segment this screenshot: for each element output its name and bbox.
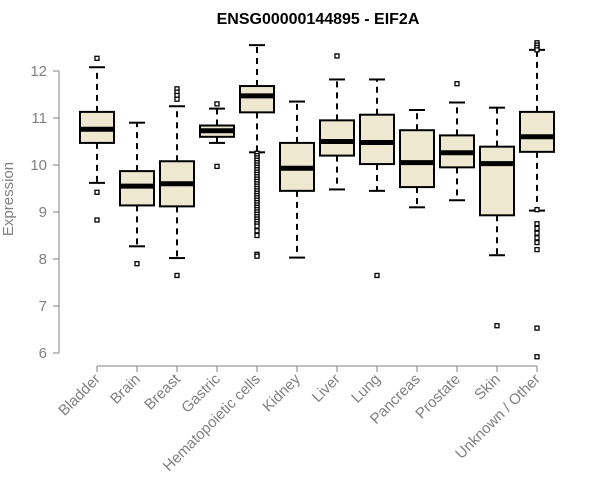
y-axis-tick-label: 11 bbox=[31, 110, 47, 127]
outlier-point bbox=[94, 189, 100, 195]
box-group bbox=[479, 106, 515, 329]
outlier-point bbox=[254, 253, 260, 259]
outlier-point bbox=[534, 47, 540, 53]
outlier-point bbox=[534, 221, 540, 227]
y-axis-tick-label: 9 bbox=[39, 204, 47, 221]
box-group bbox=[359, 78, 395, 279]
outlier-point bbox=[174, 96, 180, 102]
outlier-point bbox=[214, 101, 220, 107]
box-group bbox=[159, 86, 195, 279]
outlier-point bbox=[214, 163, 220, 170]
box-group bbox=[239, 44, 275, 259]
outlier-point bbox=[254, 223, 260, 229]
outlier-point bbox=[134, 261, 140, 267]
outlier-point bbox=[94, 217, 100, 223]
x-axis-tick-label: Brain bbox=[107, 371, 144, 408]
x-axis-tick-label: Skin bbox=[471, 371, 504, 404]
iqr-box bbox=[519, 110, 555, 153]
box-group bbox=[439, 81, 475, 202]
box-group bbox=[279, 100, 315, 259]
outlier-point bbox=[534, 325, 540, 331]
x-axis-tick-label: Liver bbox=[309, 371, 344, 406]
outlier-point bbox=[374, 272, 380, 279]
box-group bbox=[519, 40, 555, 360]
x-axis-tick-label: Kidney bbox=[259, 370, 304, 415]
outlier-point bbox=[534, 235, 540, 241]
outlier-point bbox=[334, 53, 340, 59]
iqr-box bbox=[359, 113, 395, 166]
box-group bbox=[319, 53, 355, 191]
outlier-point bbox=[534, 206, 540, 213]
iqr-box bbox=[479, 145, 515, 217]
y-axis-tick-label: 12 bbox=[30, 63, 47, 80]
outlier-point bbox=[534, 354, 540, 360]
outlier-point bbox=[94, 55, 100, 61]
iqr-box bbox=[239, 85, 275, 114]
y-axis-tick-label: 7 bbox=[39, 298, 47, 315]
outlier-point bbox=[254, 228, 260, 234]
outlier-point bbox=[534, 225, 540, 232]
chart-title: ENSG00000144895 - EIF2A bbox=[217, 11, 420, 28]
y-axis-tick-label: 8 bbox=[39, 251, 47, 268]
y-axis-tick-label: 10 bbox=[30, 157, 47, 174]
outlier-point bbox=[534, 230, 540, 236]
x-axis-tick-label: Prostate bbox=[412, 371, 464, 423]
box-group bbox=[199, 101, 235, 170]
outlier-point bbox=[534, 239, 540, 246]
x-axis-tick-label: Breast bbox=[141, 370, 184, 413]
outlier-point bbox=[534, 246, 540, 253]
outlier-point bbox=[254, 232, 260, 239]
x-axis-tick-label: Lung bbox=[348, 371, 384, 407]
axes: 6 7 8 9 10 11 12 bbox=[30, 63, 538, 372]
box-group bbox=[79, 55, 115, 223]
y-axis-tick-label: 6 bbox=[39, 345, 47, 362]
x-axis-tick-label: Bladder bbox=[55, 371, 104, 420]
y-axis-label: Expression bbox=[0, 162, 17, 236]
iqr-box bbox=[319, 119, 355, 157]
outlier-point bbox=[454, 81, 460, 87]
boxes bbox=[79, 40, 555, 360]
iqr-box bbox=[399, 129, 435, 189]
box-group bbox=[119, 121, 155, 267]
outlier-point bbox=[494, 323, 500, 329]
outlier-point bbox=[174, 272, 180, 279]
box-group bbox=[399, 109, 435, 209]
